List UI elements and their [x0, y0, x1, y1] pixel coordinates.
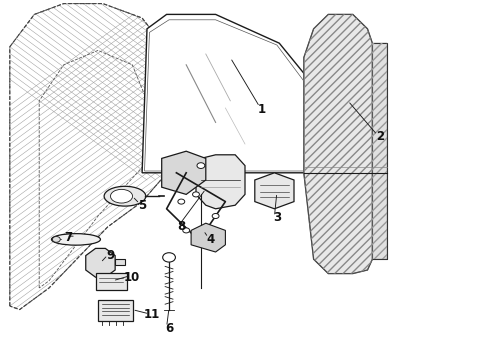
Circle shape — [163, 253, 175, 262]
Ellipse shape — [104, 186, 146, 206]
Circle shape — [193, 192, 199, 197]
Polygon shape — [10, 4, 176, 310]
Circle shape — [183, 228, 190, 233]
Text: 4: 4 — [207, 233, 215, 246]
Text: 7: 7 — [65, 231, 73, 244]
Polygon shape — [196, 155, 245, 209]
Polygon shape — [304, 14, 372, 274]
Text: 2: 2 — [376, 130, 384, 143]
Polygon shape — [162, 151, 206, 194]
Polygon shape — [142, 14, 309, 173]
Text: 9: 9 — [106, 249, 114, 262]
FancyBboxPatch shape — [96, 273, 127, 290]
Circle shape — [197, 163, 205, 168]
Text: 3: 3 — [273, 211, 281, 224]
Text: 6: 6 — [165, 322, 173, 335]
Text: 1: 1 — [258, 103, 266, 116]
Polygon shape — [255, 173, 294, 209]
Circle shape — [52, 237, 60, 242]
Polygon shape — [86, 248, 115, 277]
Ellipse shape — [110, 189, 132, 203]
Text: 8: 8 — [177, 220, 185, 233]
Polygon shape — [115, 259, 125, 265]
FancyBboxPatch shape — [98, 300, 133, 321]
Circle shape — [212, 213, 219, 219]
Text: 5: 5 — [138, 199, 146, 212]
Text: 11: 11 — [144, 309, 160, 321]
Polygon shape — [191, 223, 225, 252]
Ellipse shape — [51, 234, 100, 245]
Text: 10: 10 — [124, 271, 141, 284]
Polygon shape — [372, 43, 387, 259]
Circle shape — [178, 199, 185, 204]
